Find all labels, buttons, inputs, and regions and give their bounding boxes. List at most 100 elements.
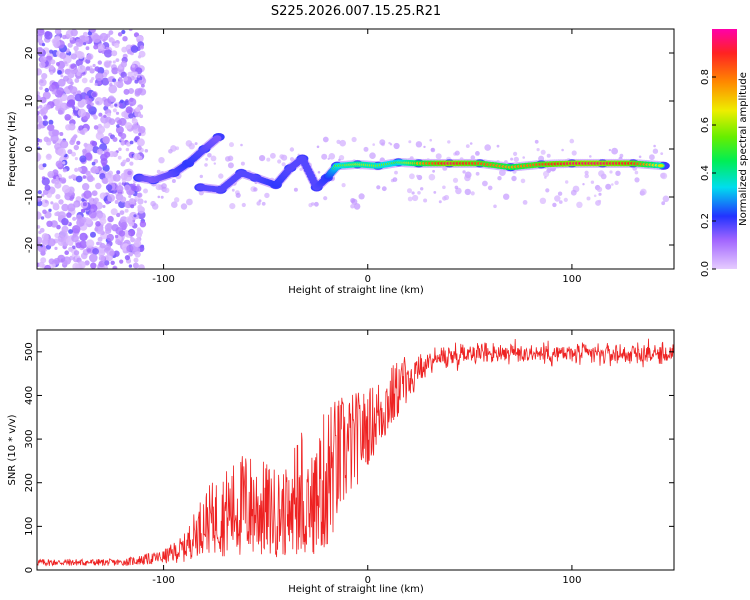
noise-blob: [125, 157, 131, 163]
noise-blob: [70, 81, 74, 86]
noise-blob: [83, 42, 87, 46]
noise-blob: [438, 200, 442, 204]
noise-blob: [114, 42, 120, 48]
noise-blob: [68, 241, 74, 247]
noise-blob: [104, 244, 111, 251]
noise-blob: [38, 104, 43, 109]
noise-blob: [62, 168, 67, 173]
noise-blob: [97, 80, 102, 85]
noise-blob: [70, 64, 76, 69]
noise-blob: [565, 180, 569, 184]
noise-blob: [116, 124, 120, 128]
noise-blob: [423, 145, 426, 149]
noise-blob: [110, 97, 117, 103]
noise-blob: [134, 251, 141, 258]
colorbar-gradient: [712, 29, 737, 269]
noise-blob: [116, 185, 124, 193]
noise-blob: [57, 147, 66, 157]
snr-x-axis-label: Height of straight line (km): [288, 584, 424, 595]
noise-blob: [128, 221, 135, 227]
noise-blob: [120, 172, 128, 180]
noise-blob: [653, 144, 656, 148]
noise-blob: [115, 126, 124, 134]
noise-blob: [78, 167, 82, 172]
noise-blob: [48, 119, 54, 125]
noise-blob: [137, 74, 141, 78]
noise-blob: [412, 194, 419, 202]
colorbar-ticks: 0.0 0.2 0.4 0.6 0.8: [700, 69, 716, 277]
noise-blob: [116, 170, 121, 175]
noise-blob: [47, 138, 52, 143]
noise-blob: [137, 88, 143, 94]
noise-blob: [85, 66, 91, 71]
noise-blob: [363, 146, 369, 152]
noise-blob: [67, 42, 73, 48]
noise-blob: [122, 159, 127, 164]
noise-blob: [311, 202, 315, 206]
noise-blob: [61, 203, 69, 212]
noise-blob: [652, 148, 659, 154]
noise-blob: [50, 59, 56, 65]
noise-blob: [138, 132, 142, 136]
noise-blob: [61, 184, 71, 194]
noise-blob: [70, 53, 78, 60]
noise-blob: [37, 110, 40, 116]
noise-blob: [546, 153, 551, 158]
noise-blob: [128, 88, 135, 94]
noise-blob: [91, 161, 96, 166]
noise-blob: [470, 191, 475, 196]
noise-blob: [447, 140, 451, 144]
noise-blob: [67, 149, 73, 155]
noise-blob: [39, 86, 43, 90]
y-tick-label: 400: [24, 386, 35, 405]
noise-blob: [124, 122, 133, 130]
noise-blob: [68, 246, 74, 252]
noise-blob: [204, 163, 208, 167]
noise-blob: [540, 149, 546, 155]
noise-blob: [590, 180, 595, 184]
noise-blob: [41, 177, 50, 186]
noise-blob: [41, 43, 46, 47]
y-tick-label: 0: [24, 146, 35, 152]
noise-blob: [37, 225, 41, 229]
spectrogram-y-axis-label: Frequency (Hz): [7, 111, 18, 187]
noise-blob: [74, 157, 78, 161]
noise-blob: [114, 200, 119, 204]
colorbar-tick-label: 0.8: [700, 69, 711, 85]
noise-blob: [113, 250, 120, 257]
noise-blob: [56, 87, 65, 96]
noise-blob: [322, 136, 329, 143]
noise-blob: [314, 201, 319, 207]
noise-blob: [52, 39, 61, 48]
noise-blob: [128, 198, 136, 205]
noise-blob: [369, 152, 376, 159]
noise-blob: [240, 143, 243, 147]
noise-blob: [350, 198, 356, 203]
noise-blob: [44, 184, 51, 191]
noise-blob: [42, 189, 49, 195]
noise-blob: [638, 155, 642, 159]
noise-blob: [70, 29, 78, 37]
noise-blob: [75, 38, 84, 47]
noise-blob: [86, 104, 92, 110]
noise-blob: [69, 196, 74, 201]
noise-blob: [56, 62, 60, 66]
noise-blob: [128, 264, 133, 268]
noise-blob: [593, 194, 597, 198]
noise-blob: [49, 49, 54, 54]
noise-blob: [614, 180, 619, 185]
noise-blob: [72, 106, 76, 110]
noise-blob: [106, 222, 112, 229]
noise-blob: [120, 71, 127, 79]
noise-blob: [80, 208, 85, 213]
noise-blob: [353, 203, 361, 210]
noise-blob: [84, 36, 90, 41]
noise-blob: [323, 196, 328, 201]
noise-blob: [289, 147, 295, 152]
noise-blob: [120, 196, 127, 203]
noise-blob: [54, 98, 63, 107]
noise-blob: [137, 198, 144, 205]
noise-blob: [77, 64, 86, 73]
noise-blob: [112, 60, 116, 64]
noise-blob: [649, 154, 655, 161]
